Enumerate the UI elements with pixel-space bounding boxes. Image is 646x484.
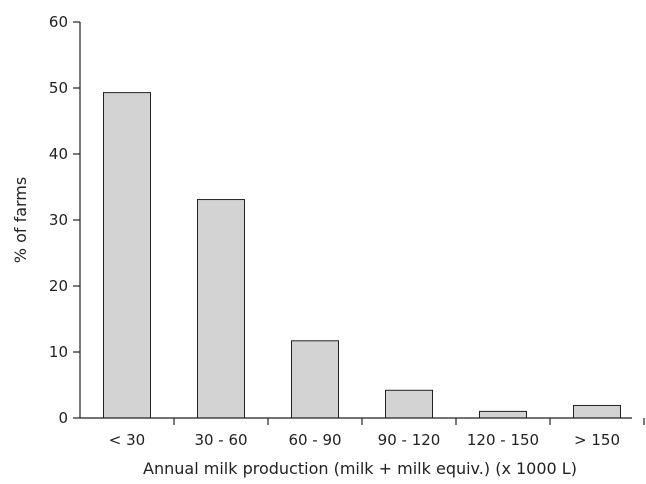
bar [385, 389, 433, 419]
bars [103, 92, 621, 419]
y-axis-ticks: 0 10 20 30 40 50 60 [49, 13, 80, 427]
bar [479, 410, 527, 419]
x-tick-label: 120 - 150 [467, 431, 539, 449]
bar [103, 92, 151, 419]
x-axis-ticks: < 30 30 - 60 60 - 90 90 - 120 120 - 150 > 150 [109, 418, 645, 449]
y-tick-label: 40 [49, 145, 68, 163]
y-tick-label: 50 [49, 79, 68, 97]
x-tick-label: < 30 [109, 431, 145, 449]
bar [197, 199, 245, 419]
x-tick-label: 60 - 90 [288, 431, 341, 449]
y-tick-label: 30 [49, 211, 68, 229]
y-tick-label: 60 [49, 13, 68, 31]
y-tick-label: 10 [49, 343, 68, 361]
y-tick-label: 0 [58, 409, 68, 427]
y-axis-label: % of farms [11, 177, 30, 263]
x-tick-label: 30 - 60 [194, 431, 247, 449]
x-axis-label: Annual milk production (milk + milk equi… [143, 459, 577, 478]
x-tick-label: > 150 [574, 431, 620, 449]
bar [291, 340, 339, 419]
bar [573, 404, 621, 419]
x-tick-label: 90 - 120 [378, 431, 441, 449]
y-tick-label: 20 [49, 277, 68, 295]
